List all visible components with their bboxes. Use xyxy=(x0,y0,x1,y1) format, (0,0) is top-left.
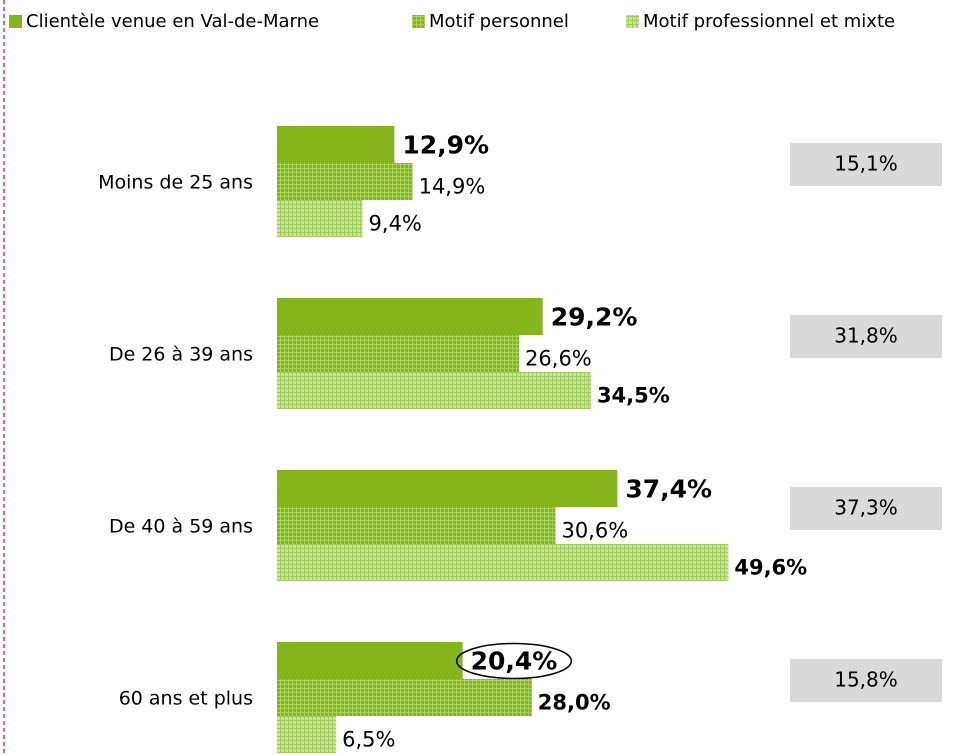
reference-label: 37,3% xyxy=(834,496,898,520)
value-label: 30,6% xyxy=(561,519,628,543)
value-label: 6,5% xyxy=(342,728,395,752)
reference-label: 15,8% xyxy=(834,668,898,692)
value-label: 12,9% xyxy=(402,131,489,160)
legend-swatch xyxy=(9,15,22,28)
highlight-circle xyxy=(455,642,573,680)
bar xyxy=(277,200,363,237)
bar xyxy=(277,716,337,753)
legend-label: Clientèle venue en Val-de-Marne xyxy=(26,11,319,32)
reference-box xyxy=(790,143,942,186)
reference-box xyxy=(790,487,942,530)
reference-box xyxy=(790,659,942,702)
bar xyxy=(277,335,520,372)
bar xyxy=(277,163,413,200)
value-label: 37,4% xyxy=(625,475,712,504)
legend-label: Motif personnel xyxy=(429,11,569,32)
legend-swatch xyxy=(626,15,639,28)
value-label: 9,4% xyxy=(369,212,422,236)
category-label: De 40 à 59 ans xyxy=(109,516,253,538)
value-label: 20,4% xyxy=(471,647,558,676)
category-label: De 26 à 39 ans xyxy=(109,344,253,366)
bar xyxy=(277,298,543,335)
bar xyxy=(277,372,591,409)
value-label: 29,2% xyxy=(551,303,638,332)
value-label: 28,0% xyxy=(538,691,611,715)
reference-label: 31,8% xyxy=(834,324,898,348)
bar xyxy=(277,642,463,679)
value-label: 14,9% xyxy=(419,175,486,199)
bar xyxy=(277,507,556,544)
category-label: 60 ans et plus xyxy=(119,688,253,710)
category-label: Moins de 25 ans xyxy=(98,172,253,194)
value-label: 49,6% xyxy=(734,556,807,580)
bar xyxy=(277,470,618,507)
reference-label: 15,1% xyxy=(834,152,898,176)
value-label: 26,6% xyxy=(525,347,592,371)
bar xyxy=(277,679,532,716)
legend-swatch xyxy=(412,15,425,28)
value-label: 34,5% xyxy=(597,384,670,408)
bar xyxy=(277,126,395,163)
legend-label: Motif professionnel et mixte xyxy=(643,11,895,32)
reference-box xyxy=(790,315,942,358)
bar xyxy=(277,544,729,581)
